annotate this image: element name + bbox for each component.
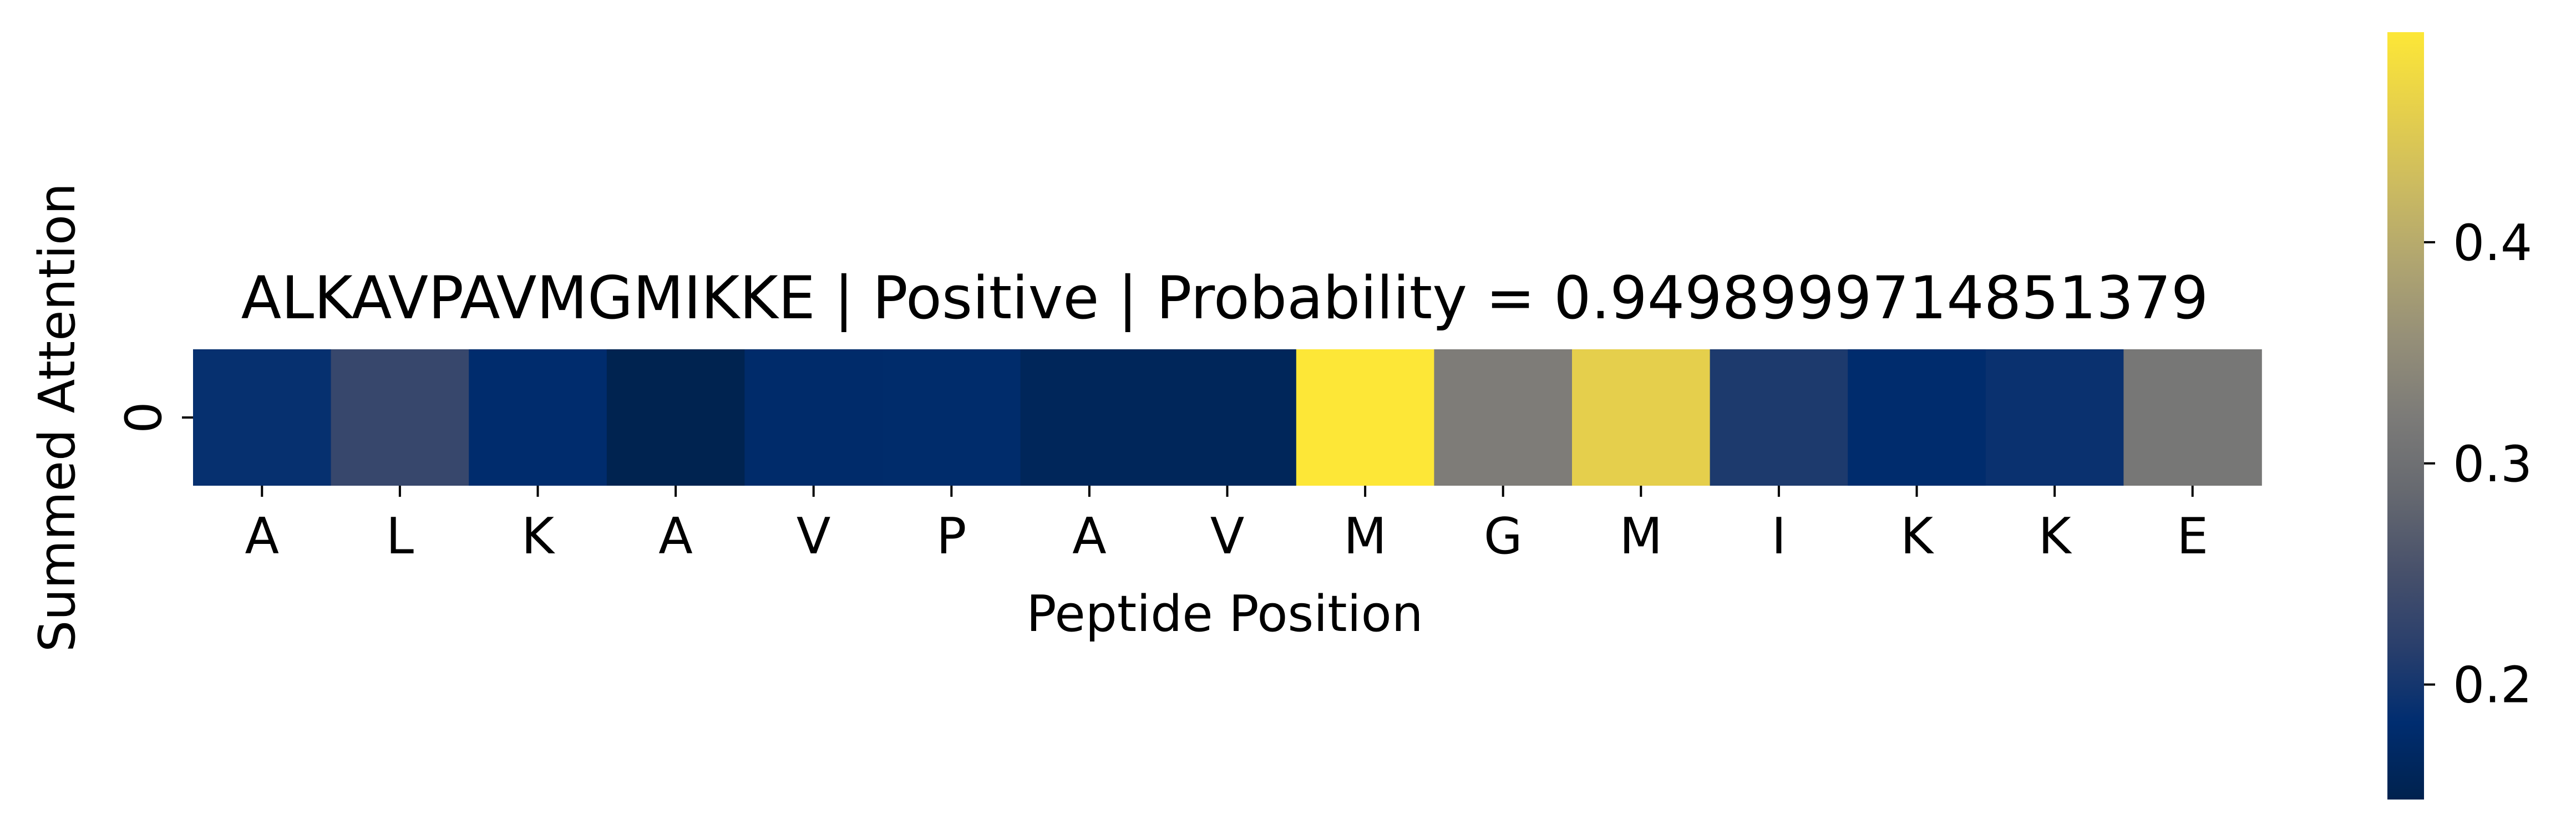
heatmap-cell [1434,349,1573,486]
x-tick-label: A [1072,507,1107,566]
heatmap-cells [193,349,2262,486]
x-tick-label: A [658,507,693,566]
x-axis-label: Peptide Position [1026,585,1423,643]
x-tick-label: P [936,507,966,566]
heatmap-cell [1158,349,1297,486]
x-tick-label: V [1210,507,1245,566]
x-tick-label: G [1484,507,1523,566]
heatmap-cell [193,349,332,486]
colorbar-ticks: 0.2 0.3 0.4 [2424,214,2532,715]
x-tick-label: A [245,507,280,566]
x-tick-label: K [521,507,555,566]
x-tick-label: M [1343,507,1387,566]
heatmap-cell [1572,349,1711,486]
heatmap-cell [1710,349,1848,486]
y-axis-label: Summed Attention [28,183,87,652]
colorbar [2387,32,2424,800]
heatmap-cell [744,349,883,486]
x-tick-label: L [386,507,414,566]
chart-title: ALKAVPAVMGMIKKE | Positive | Probability… [241,264,2209,333]
colorbar-tick-label: 0.4 [2453,214,2532,272]
x-tick-label: I [1772,507,1787,566]
heatmap-cell [1985,349,2124,486]
heatmap-cell [331,349,469,486]
heatmap-cell [469,349,607,486]
x-tick-label: K [1900,507,1934,566]
y-tick-label: 0 [115,401,173,433]
heatmap-cell [1848,349,1986,486]
heatmap-cell [1296,349,1435,486]
x-tick-label: M [1619,507,1662,566]
y-tick-labels: 0 [115,401,193,434]
heatmap-cell [1020,349,1159,486]
x-tick-label: V [797,507,831,566]
x-tick-label: E [2177,507,2208,566]
colorbar-tick-label: 0.3 [2453,435,2532,493]
x-tick-label: K [2039,507,2072,566]
heatmap-cell [606,349,746,486]
heatmap-cell [2123,349,2262,486]
colorbar-tick-label: 0.2 [2453,656,2532,715]
heatmap-cell [883,349,1021,486]
